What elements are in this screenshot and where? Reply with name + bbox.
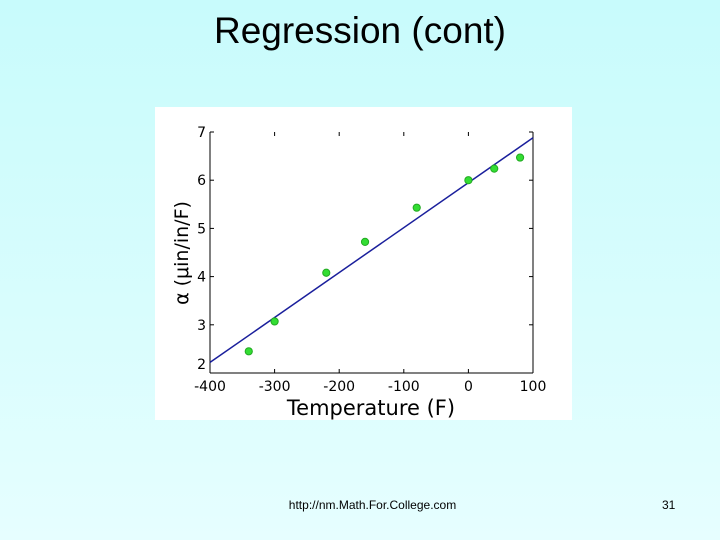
data-point bbox=[515, 153, 525, 162]
chart-panel: -400 -300 -200 -100 0 100 2 3 4 5 6 7 Temperature (… bbox=[155, 107, 572, 420]
data-points bbox=[244, 153, 525, 356]
ticks: -400 -300 -200 -100 0 100 2 3 4 5 6 7 bbox=[194, 125, 546, 395]
x-tick-label: -400 bbox=[194, 379, 226, 395]
y-tick-label: 4 bbox=[197, 270, 206, 286]
y-tick-label: 5 bbox=[197, 221, 206, 237]
x-tick-label: 0 bbox=[464, 379, 473, 395]
footer-url: http://nm.Math.For.College.com bbox=[288, 498, 457, 512]
data-point bbox=[490, 164, 499, 173]
x-tick-label: 100 bbox=[520, 379, 547, 395]
axes bbox=[209, 132, 534, 374]
data-point bbox=[322, 268, 331, 277]
x-tick-label: -300 bbox=[259, 379, 291, 395]
y-tick-label: 3 bbox=[197, 318, 206, 334]
x-tick-label: -100 bbox=[388, 379, 420, 395]
y-tick-label: 7 bbox=[197, 125, 206, 141]
x-tick-label: -200 bbox=[323, 379, 355, 395]
scatter-chart: -400 -300 -200 -100 0 100 2 3 4 5 6 7 Temperature (… bbox=[171, 125, 546, 420]
data-point bbox=[412, 203, 421, 212]
data-point bbox=[270, 317, 279, 326]
slide-title: Regression (cont) bbox=[213, 10, 506, 51]
regression-line-group bbox=[209, 137, 534, 364]
data-point bbox=[360, 237, 370, 246]
data-point bbox=[244, 347, 253, 356]
y-tick-label: 2 bbox=[197, 357, 206, 373]
data-point bbox=[464, 176, 473, 185]
page-number: 31 bbox=[662, 498, 676, 512]
x-axis-label: Temperature (F) bbox=[286, 396, 455, 420]
regression-line bbox=[209, 137, 534, 364]
y-axis-label: α (μin/in/F) bbox=[171, 201, 193, 305]
y-tick-label: 6 bbox=[197, 173, 206, 189]
